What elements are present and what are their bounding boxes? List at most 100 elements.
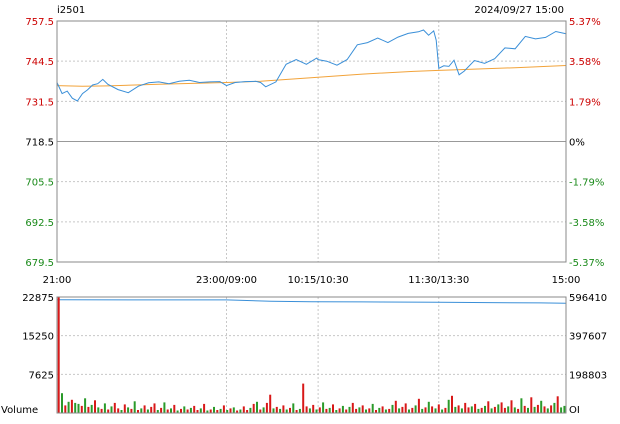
volume-bar — [272, 408, 275, 413]
volume-bar — [305, 406, 308, 413]
volume-tick-label: 15250 — [22, 332, 54, 343]
volume-bar — [292, 403, 295, 413]
volume-bar — [378, 407, 381, 413]
volume-bar — [361, 405, 364, 413]
volume-bar — [338, 408, 341, 413]
volume-bar — [444, 407, 447, 413]
volume-bar — [497, 404, 500, 413]
volume-bar — [550, 405, 553, 413]
price-tick-label: 757.5 — [25, 17, 54, 28]
volume-bar — [384, 409, 387, 413]
volume-bar — [556, 396, 559, 413]
volume-bar — [328, 407, 331, 413]
volume-bar — [398, 408, 401, 413]
volume-bar — [180, 408, 182, 413]
volume-bar — [503, 407, 506, 413]
volume-bar — [460, 408, 463, 413]
volume-bar — [441, 409, 444, 413]
volume-bar — [143, 405, 146, 413]
volume-bar — [117, 408, 120, 413]
volume-bar — [186, 409, 189, 413]
volume-bar — [77, 403, 80, 413]
volume-bar — [477, 408, 480, 413]
volume-bar — [335, 410, 338, 413]
volume-bar — [355, 408, 358, 413]
volume-bar — [120, 410, 123, 413]
timestamp-label: 2024/09/27 15:00 — [474, 5, 564, 16]
volume-bar — [103, 403, 106, 413]
time-tick-label: 21:00 — [43, 275, 72, 286]
volume-bar — [203, 403, 206, 413]
volume-bar — [457, 405, 460, 413]
volume-bar — [427, 401, 430, 413]
volume-bar — [226, 410, 229, 413]
price-tick-label: 731.5 — [25, 97, 54, 108]
volume-bar — [94, 400, 96, 413]
volume-bar — [368, 408, 371, 413]
volume-bar — [90, 404, 93, 413]
volume-bar — [163, 402, 166, 413]
volume-bar — [451, 395, 453, 413]
volume-bar — [421, 408, 424, 413]
volume-bar — [493, 406, 496, 413]
volume-bar — [560, 407, 563, 413]
volume-bar — [358, 407, 361, 413]
volume-bar — [517, 408, 520, 413]
volume-bar — [166, 409, 169, 413]
percent-tick-label: 1.79% — [569, 97, 601, 108]
volume-bar — [318, 407, 321, 413]
volume-bar — [176, 410, 179, 413]
volume-bar — [315, 409, 318, 413]
volume-bar — [206, 410, 209, 413]
volume-bar — [87, 406, 90, 413]
volume-bar — [381, 406, 384, 413]
volume-bar — [507, 406, 510, 413]
volume-bar — [341, 405, 344, 413]
volume-bar — [447, 399, 450, 413]
volume-bar — [246, 410, 249, 413]
volume-bar — [107, 409, 110, 413]
volume-bar — [500, 402, 503, 413]
volume-bar — [74, 402, 77, 413]
volume-bar — [262, 407, 265, 413]
volume-bar — [298, 408, 301, 413]
volume-bar — [414, 405, 417, 413]
percent-tick-label: -5.37% — [569, 258, 604, 269]
volume-bar — [553, 402, 556, 413]
volume-bar — [216, 410, 219, 413]
volume-bar — [302, 383, 305, 413]
volume-bar — [130, 408, 133, 413]
volume-bar — [269, 394, 272, 413]
volume-bar — [487, 401, 490, 413]
price-series — [56, 29, 567, 102]
volume-bar — [57, 297, 60, 413]
volume-tick-label: 22875 — [22, 293, 54, 304]
volume-bar — [239, 409, 242, 413]
price-tick-label: 744.5 — [25, 57, 54, 68]
volume-bar — [332, 404, 334, 413]
volume-bar — [236, 410, 239, 413]
price-tick-label: 679.5 — [25, 258, 54, 269]
volume-bar — [437, 404, 440, 413]
volume-bars — [57, 297, 566, 413]
volume-bar — [232, 407, 235, 413]
average-price-series — [56, 65, 567, 87]
volume-bar — [70, 399, 73, 413]
volume-bar — [67, 401, 70, 413]
volume-bar — [97, 407, 100, 413]
volume-bar — [454, 406, 457, 413]
volume-bar — [183, 406, 186, 413]
percent-tick-label: -3.58% — [569, 218, 604, 229]
time-tick-label: 23:00/09:00 — [196, 275, 257, 286]
percent-tick-label: -1.79% — [569, 178, 604, 189]
open-interest-line — [56, 299, 567, 304]
grid — [57, 21, 566, 413]
volume-bar — [199, 408, 202, 413]
volume-bar — [137, 410, 139, 413]
volume-bar — [345, 409, 348, 413]
volume-bar — [404, 403, 407, 413]
volume-bar — [424, 407, 427, 413]
volume-bar — [527, 407, 529, 413]
volume-bar — [189, 407, 192, 413]
